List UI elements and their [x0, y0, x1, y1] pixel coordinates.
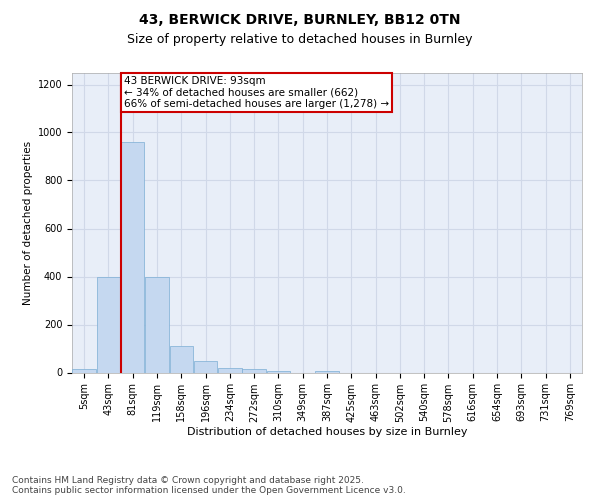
Bar	[242, 369, 266, 372]
Bar	[121, 142, 145, 372]
Text: Size of property relative to detached houses in Burnley: Size of property relative to detached ho…	[127, 32, 473, 46]
X-axis label: Distribution of detached houses by size in Burnley: Distribution of detached houses by size …	[187, 428, 467, 438]
Bar	[73, 369, 96, 372]
Bar	[218, 368, 242, 372]
Bar	[194, 360, 217, 372]
Text: 43, BERWICK DRIVE, BURNLEY, BB12 0TN: 43, BERWICK DRIVE, BURNLEY, BB12 0TN	[139, 12, 461, 26]
Y-axis label: Number of detached properties: Number of detached properties	[23, 140, 34, 304]
Bar	[97, 276, 120, 372]
Text: Contains HM Land Registry data © Crown copyright and database right 2025.
Contai: Contains HM Land Registry data © Crown c…	[12, 476, 406, 495]
Bar	[170, 346, 193, 372]
Bar	[145, 276, 169, 372]
Text: 43 BERWICK DRIVE: 93sqm
← 34% of detached houses are smaller (662)
66% of semi-d: 43 BERWICK DRIVE: 93sqm ← 34% of detache…	[124, 76, 389, 110]
